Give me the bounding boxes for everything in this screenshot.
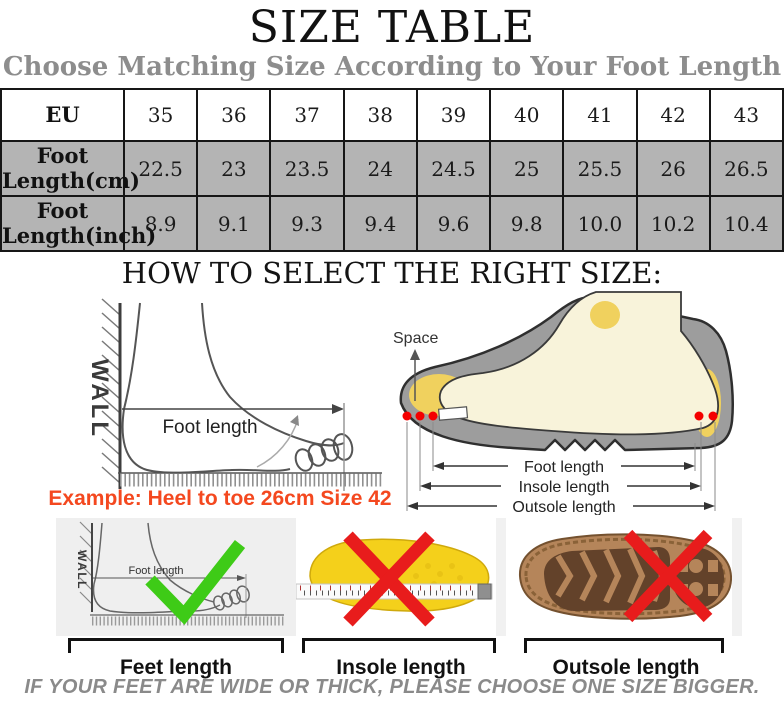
- page-title: SIZE TABLE: [248, 2, 536, 53]
- space-gap-marker: [437, 406, 469, 421]
- table-cell: 26: [635, 140, 711, 197]
- foot-length-arrow: Foot length: [122, 404, 344, 438]
- insole-image: [296, 518, 506, 636]
- table-cell: 41: [562, 88, 638, 142]
- table-cell: 39: [415, 88, 492, 142]
- foot-measure-diagram: WALL Foot length: [86, 298, 382, 491]
- table-row-eu: EU 35 36 37 38 39 40 41 42 43: [0, 88, 784, 142]
- foot-inside-shoe: [438, 291, 719, 436]
- table-cell: 26.5: [708, 140, 784, 197]
- table-cell: 40: [489, 88, 565, 142]
- row-header-inch: Foot Length(inch): [0, 195, 156, 252]
- dim-outsole-length-label: Outsole length: [512, 499, 615, 515]
- table-cell: 9.6: [415, 195, 492, 252]
- table-row-cm: Foot Length(cm) 22.5 23 23.5 24 24.5 25 …: [0, 140, 784, 197]
- table-cell: 42: [635, 88, 711, 142]
- table-cell: 37: [269, 88, 345, 142]
- dimension-bracket: [68, 638, 284, 653]
- table-cell: 22.5: [122, 140, 199, 197]
- feet-length-image: WALL Foot length: [56, 518, 296, 636]
- table-cell: 24: [342, 140, 418, 197]
- wall-icon: WALL: [75, 521, 93, 612]
- table-cell: 8.9: [122, 195, 199, 252]
- cross-icon: [343, 531, 435, 627]
- measure-dots: [402, 411, 718, 421]
- page-subtitle: Choose Matching Size According to Your F…: [2, 52, 782, 82]
- table-cell: 10.4: [708, 195, 784, 252]
- table-cell: 25: [489, 140, 565, 197]
- outsole-length-dimension: Outsole length: [407, 499, 715, 515]
- dim-insole-length-label: Insole length: [519, 479, 610, 496]
- wall-label: WALL: [75, 550, 89, 590]
- dimension-bracket: [524, 638, 724, 653]
- dimension-bracket: [302, 638, 496, 653]
- foot-outline-icon: [121, 302, 354, 474]
- wall-icon: WALL: [86, 298, 122, 489]
- floor-ruler-icon: [118, 472, 382, 487]
- size-table: EU 35 36 37 38 39 40 41 42 43 Foot Lengt…: [0, 88, 784, 252]
- insole-length-panel: Insole length: [296, 518, 506, 680]
- outsole-rim: [524, 537, 726, 616]
- footer-note: IF YOUR FEET ARE WIDE OR THICK, PLEASE C…: [24, 676, 760, 698]
- table-cell: 35: [122, 88, 199, 142]
- table-cell: 23: [196, 140, 272, 197]
- shoe-cross-section-diagram: Space Foot length Insole length Outsole …: [393, 291, 734, 515]
- panel-label-outsole-length: Outsole length: [552, 656, 700, 679]
- table-cell: 25.5: [562, 140, 638, 197]
- panel-label-insole-length: Insole length: [336, 656, 466, 679]
- table-cell: 36: [196, 88, 272, 142]
- foot-length-label: Foot length: [162, 417, 257, 438]
- table-cell: 9.4: [342, 195, 418, 252]
- table-cell: 10.2: [635, 195, 711, 252]
- table-cell: 9.3: [269, 195, 345, 252]
- table-cell: 24.5: [415, 140, 492, 197]
- table-cell: 10.0: [562, 195, 638, 252]
- row-header-eu: EU: [0, 88, 125, 142]
- how-to-heading: HOW TO SELECT THE RIGHT SIZE:: [121, 256, 663, 290]
- outsole-length-panel: Outsole length: [510, 518, 742, 680]
- dimension-guides: [406, 422, 716, 511]
- table-cell: 43: [708, 88, 784, 142]
- table-cell: 23.5: [269, 140, 345, 197]
- dim-foot-length-label: Foot length: [524, 459, 604, 476]
- ball-girth-arc: [256, 418, 299, 468]
- arc-arrowhead-icon: [290, 415, 299, 426]
- table-cell: 9.8: [489, 195, 565, 252]
- space-label: Space: [393, 330, 438, 347]
- tongue-patch: [590, 301, 620, 329]
- example-note: Example: Heel to toe 26cm Size 42: [48, 487, 392, 510]
- panel-label-feet-length: Feet length: [119, 656, 232, 679]
- foot-length-label: Foot length: [128, 565, 183, 577]
- cross-icon: [623, 529, 713, 623]
- insole-length-dimension: Insole length: [420, 479, 701, 496]
- row-header-cm: Foot Length(cm): [0, 140, 140, 197]
- outsole-image: [510, 518, 742, 636]
- table-cell: 9.1: [196, 195, 272, 252]
- space-pointer: Space: [393, 330, 438, 401]
- feet-length-panel: WALL Foot length Feet len: [56, 518, 296, 680]
- table-row-inch: Foot Length(inch) 8.9 9.1 9.3 9.4 9.6 9.…: [0, 195, 784, 252]
- wall-label: WALL: [86, 359, 113, 439]
- foot-length-dimension: Foot length: [433, 459, 695, 476]
- table-cell: 38: [342, 88, 418, 142]
- check-icon: [145, 539, 246, 625]
